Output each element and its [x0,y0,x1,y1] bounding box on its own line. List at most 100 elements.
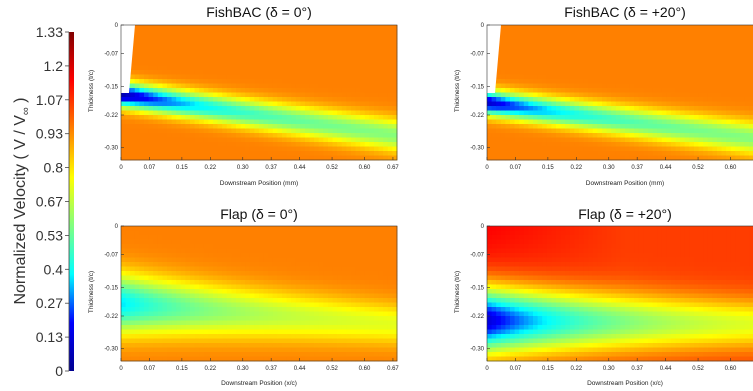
heatmap-cell [383,151,389,156]
heatmap-cell [134,97,140,102]
heatmap-cell [735,25,741,30]
heatmap-cell [199,47,205,53]
heatmap-cell [254,235,260,240]
heatmap-cell [226,88,232,93]
heatmap-cell [240,239,246,245]
heatmap-cell [643,155,649,161]
heatmap-cell [176,262,182,267]
heatmap-cell [625,110,630,116]
heatmap-cell [226,124,232,129]
heatmap-cell [583,124,589,129]
heatmap-cell [565,79,571,84]
heatmap-cell [505,133,511,138]
heatmap-cell [226,329,232,335]
heatmap-cell [565,43,571,48]
heatmap-cell [318,97,324,102]
heatmap-cell [199,142,205,147]
heatmap-cell [328,119,333,125]
heatmap-cell [121,311,126,317]
heatmap-cell [139,128,145,134]
heatmap-cell [726,65,732,71]
heatmap-cell [203,83,209,89]
heatmap-cell [523,29,529,35]
heatmap-cell [222,280,228,285]
heatmap-cell [657,137,663,143]
heatmap-cell [551,97,557,102]
heatmap-cell [162,347,168,353]
heatmap-cell [190,142,195,147]
heatmap-cell [666,65,672,71]
heatmap-cell [351,47,356,53]
heatmap-cell [263,110,269,116]
heatmap-cell [652,155,658,161]
heatmap-cell [171,97,177,102]
heatmap-cell [213,298,218,303]
heatmap-cell [740,97,745,102]
heatmap-cell [190,97,195,102]
heatmap-cell [346,65,352,71]
heatmap-cell [323,128,329,134]
heatmap-cell [698,110,704,116]
heatmap-cell [318,83,324,89]
heatmap-cell [360,56,366,62]
heatmap-cell [505,137,511,143]
heatmap-cell [277,338,283,344]
heatmap-cell [295,275,301,281]
heatmap-cell [185,248,191,254]
heatmap-cell [542,92,548,98]
heatmap-cell [130,74,136,80]
heatmap-cell [240,289,246,294]
heatmap-cell [314,284,320,290]
heatmap-cell [167,334,172,339]
heatmap-cell [134,266,140,272]
heatmap-cell [263,302,269,308]
heatmap-cell [500,79,506,84]
heatmap-cell [744,34,750,39]
heatmap-cell [346,47,352,53]
heatmap-cell [332,155,338,161]
heatmap-cell [305,119,310,125]
heatmap-cell [542,151,548,156]
heatmap-cell [629,74,635,80]
heatmap-cell [162,29,168,35]
heatmap-cell [226,320,232,326]
heatmap-cell [176,275,182,281]
heatmap-cell [735,83,741,89]
heatmap-cell [277,352,283,357]
heatmap-cell [144,235,149,240]
heatmap-cell [740,38,745,44]
colorbar-tick-label: 0 [55,363,63,379]
heatmap-cell [500,133,506,138]
heatmap-cell [176,325,182,330]
heatmap-cell [153,271,159,276]
heatmap-cell [180,244,186,249]
heatmap-cell [185,110,191,116]
colorbar-tick-label: 0.27 [36,295,63,311]
heatmap-cell [597,155,603,161]
heatmap-cell [231,320,237,326]
heatmap-cell [749,88,753,93]
heatmap-cell [286,142,292,147]
heatmap-cell [611,65,617,71]
heatmap-cell [194,61,200,66]
heatmap-cell [134,271,140,276]
heatmap-cell [263,61,269,66]
heatmap-cell [208,289,214,294]
heatmap-cell [167,347,172,353]
heatmap-cell [500,119,506,125]
heatmap-cell [314,115,320,120]
heatmap-cell [680,101,686,107]
heatmap-cell [360,83,366,89]
heatmap-cell [222,142,228,147]
heatmap-cell [332,52,338,57]
heatmap-cell [176,128,182,134]
heatmap-cell [231,347,237,353]
heatmap-cell [565,56,571,62]
heatmap-cell [295,244,301,249]
heatmap-cell [171,43,177,48]
heatmap-cell [130,298,136,303]
heatmap-cell [263,356,269,362]
heatmap-cell [171,137,177,143]
heatmap-cell [657,29,663,35]
heatmap-cell [597,61,603,66]
